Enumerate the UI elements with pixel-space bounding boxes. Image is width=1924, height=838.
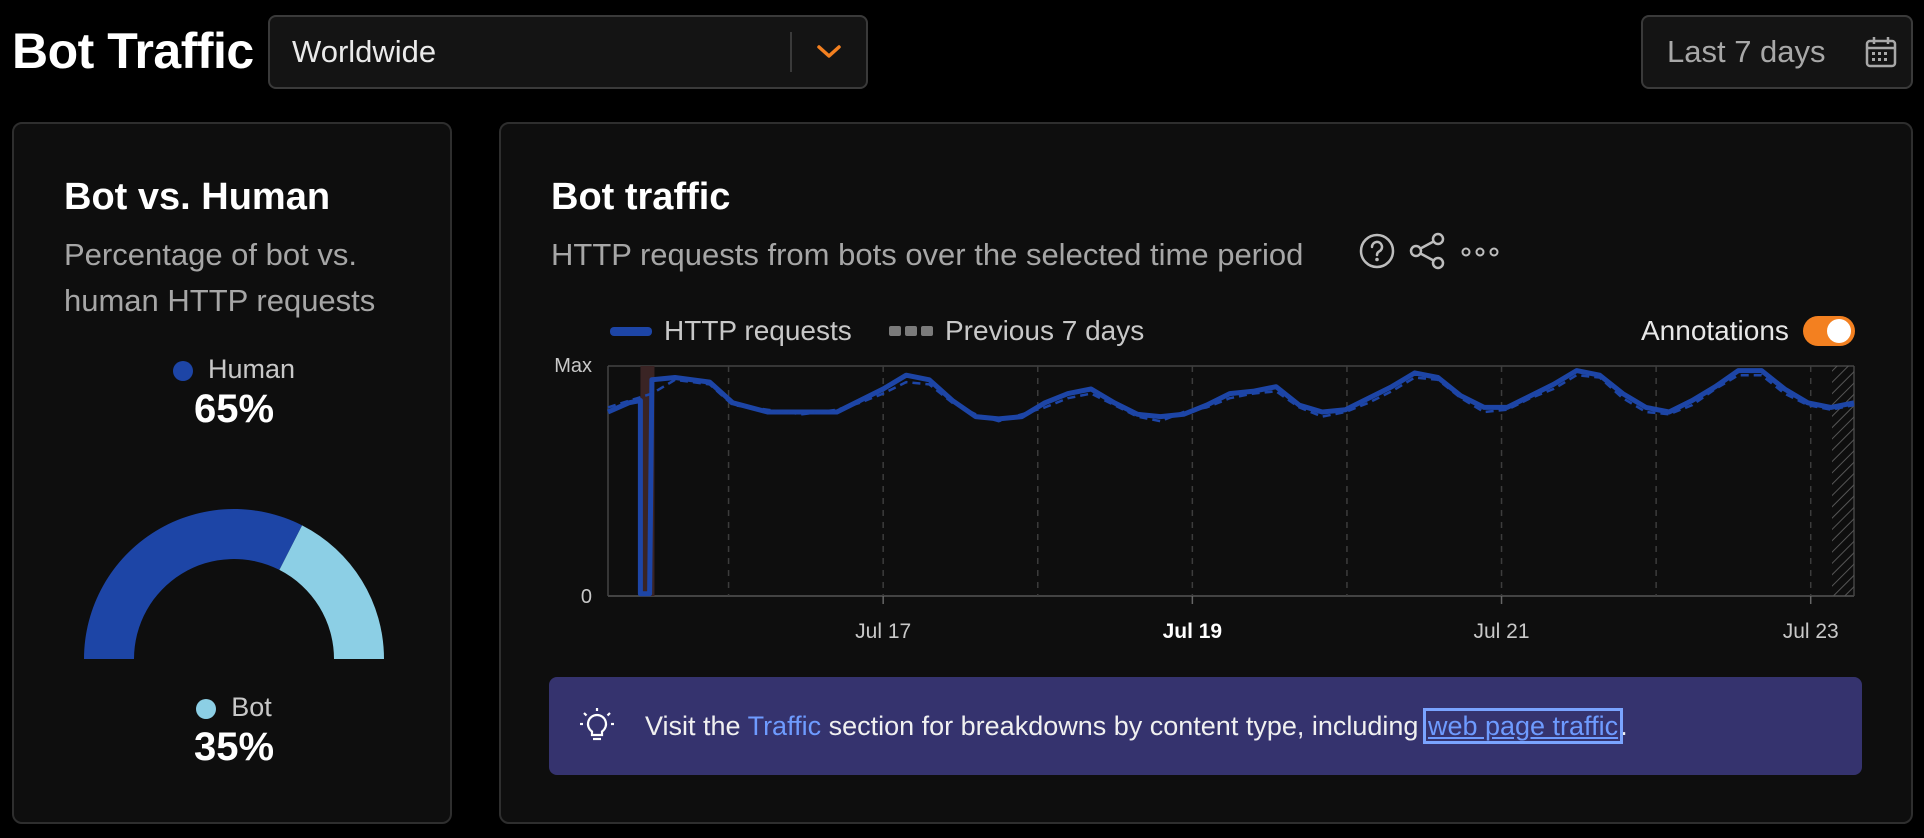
annotations-label: Annotations <box>1641 315 1789 346</box>
date-range-value: Last 7 days <box>1667 34 1826 69</box>
share-icon[interactable] <box>1408 232 1448 275</box>
annotations-control: Annotations <box>1641 315 1855 347</box>
lightbulb-icon <box>549 707 645 745</box>
tip-prefix: Visit the <box>645 710 748 741</box>
bot-arc[interactable] <box>279 525 384 659</box>
tip-text: Visit the Traffic section for breakdowns… <box>645 707 1628 744</box>
chart-tools <box>1358 232 1500 275</box>
bot-human-half-donut <box>84 509 384 659</box>
annotations-toggle[interactable] <box>1802 316 1855 346</box>
card-subtitle-line: Percentage of bot vs. <box>64 237 357 272</box>
bot-percentage: 35% <box>193 725 275 769</box>
legend-previous-7-days[interactable]: Previous 7 days <box>889 315 1144 347</box>
date-range-select[interactable]: Last 7 days <box>1641 15 1913 89</box>
web-page-traffic-link[interactable]: web page traffic <box>1422 707 1624 744</box>
human-legend: Human 65% <box>14 354 454 432</box>
calendar-icon[interactable] <box>1851 35 1911 69</box>
chevron-down-icon[interactable] <box>792 44 866 60</box>
human-label: Human <box>207 354 296 384</box>
select-divider <box>790 32 792 72</box>
traffic-link[interactable]: Traffic <box>747 710 822 741</box>
bot-legend: Bot 35% <box>14 692 454 770</box>
bot-vs-human-card: Bot vs. Human Percentage of bot vs. huma… <box>12 122 452 824</box>
card-title: Bot traffic <box>551 176 731 218</box>
human-dot <box>172 360 193 381</box>
bot-label: Bot <box>231 692 272 722</box>
x-tick-label: Jul 17 <box>855 620 911 643</box>
card-title: Bot vs. Human <box>64 176 331 218</box>
help-icon[interactable] <box>1358 232 1396 275</box>
incomplete-period-hatch <box>1832 366 1854 596</box>
legend-label: Previous 7 days <box>945 315 1145 346</box>
page-title: Bot Traffic <box>12 23 254 79</box>
card-subtitle: Percentage of bot vs. human HTTP request… <box>64 232 375 324</box>
x-tick-label: Jul 19 <box>1163 620 1223 643</box>
location-select-value: Worldwide <box>292 34 437 69</box>
traffic-tip-banner: Visit the Traffic section for breakdowns… <box>549 677 1862 775</box>
card-subtitle: HTTP requests from bots over the selecte… <box>551 237 1304 272</box>
previous-period-line <box>607 373 1855 423</box>
http-requests-line <box>606 368 1855 597</box>
bot-dot <box>196 698 217 719</box>
human-arc[interactable] <box>84 509 303 659</box>
legend-dash-swatch <box>889 326 933 336</box>
tip-suffix: . <box>1620 710 1628 741</box>
human-percentage: 65% <box>193 387 275 431</box>
legend-http-requests[interactable]: HTTP requests <box>610 315 852 347</box>
tip-middle: section for breakdowns by content type, … <box>821 710 1426 741</box>
y-axis-max-label: Max <box>554 355 592 377</box>
x-tick-label: Jul 21 <box>1474 620 1530 643</box>
legend-label: HTTP requests <box>664 315 852 346</box>
card-subtitle-line: human HTTP requests <box>64 283 376 318</box>
legend-line-swatch <box>610 326 652 336</box>
bot-traffic-line-chart: Max 0 Jul 17 Jul 19 Jul 21 Jul 23 <box>554 355 1855 643</box>
location-select[interactable]: Worldwide <box>268 15 868 89</box>
toggle-knob <box>1826 319 1851 343</box>
y-axis-zero-label: 0 <box>581 586 592 608</box>
x-tick-label: Jul 23 <box>1783 620 1839 643</box>
more-icon[interactable] <box>1460 245 1500 263</box>
